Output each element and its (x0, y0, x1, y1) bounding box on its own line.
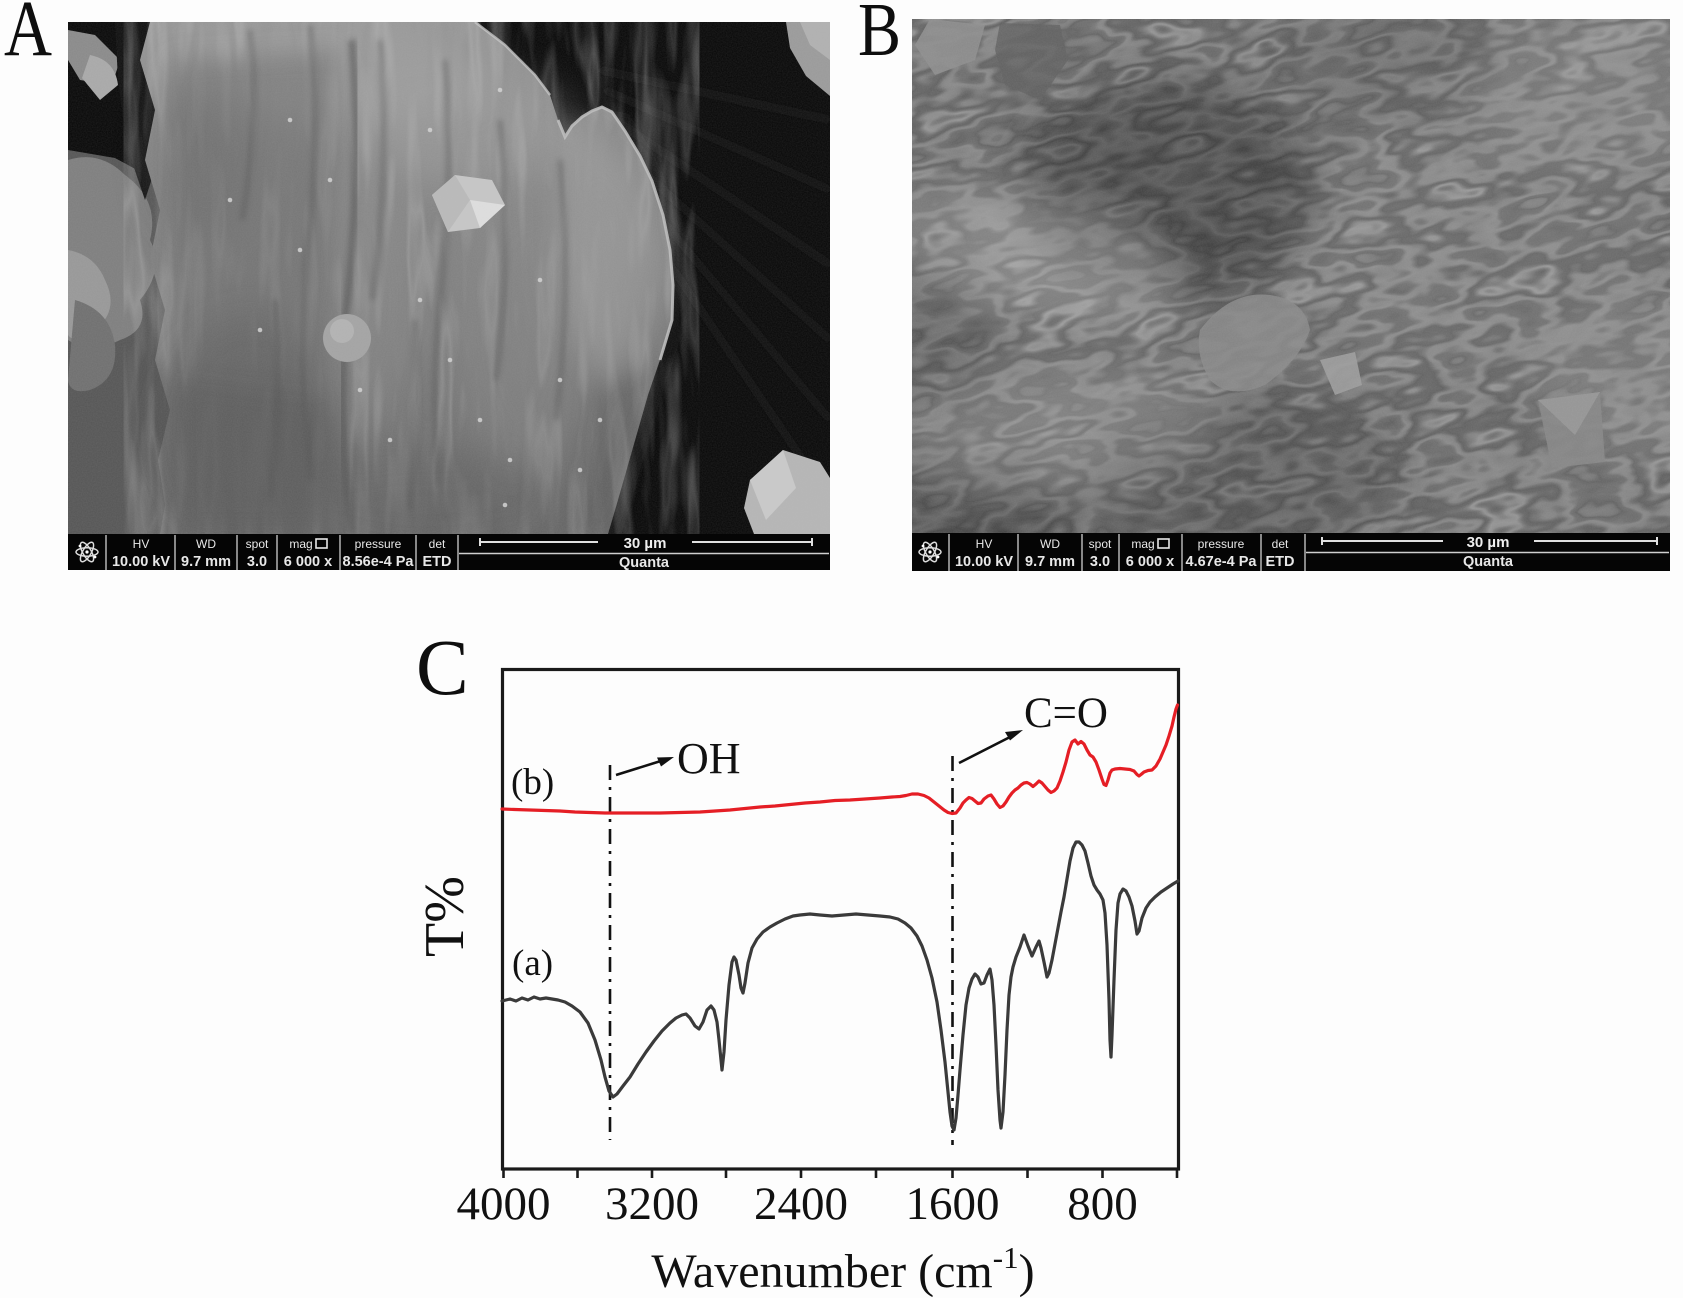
svg-text:Quanta: Quanta (619, 555, 670, 571)
svg-text:30 µm: 30 µm (1467, 534, 1510, 551)
svg-text:WD: WD (196, 537, 216, 551)
svg-text:C: C (416, 625, 469, 712)
svg-text:HV: HV (976, 537, 993, 551)
svg-text:6 000 x: 6 000 x (284, 554, 332, 570)
svg-text:det: det (429, 537, 446, 551)
svg-text:4000: 4000 (457, 1178, 551, 1230)
svg-text:WD: WD (1040, 537, 1060, 551)
svg-text:spot: spot (246, 537, 269, 551)
svg-text:pressure: pressure (355, 537, 402, 551)
svg-text:spot: spot (1089, 537, 1112, 551)
svg-text:Wavenumber (cm-1): Wavenumber (cm-1) (651, 1240, 1034, 1298)
svg-text:HV: HV (133, 537, 150, 551)
svg-text:Quanta: Quanta (1463, 554, 1514, 570)
svg-text:3.0: 3.0 (247, 554, 267, 570)
svg-text:B: B (858, 0, 901, 72)
svg-text:(a): (a) (512, 943, 553, 984)
svg-text:(b): (b) (511, 762, 554, 803)
svg-text:C=O: C=O (1024, 690, 1108, 737)
svg-text:mag: mag (289, 537, 312, 551)
svg-text:10.00 kV: 10.00 kV (112, 554, 170, 570)
svg-text:ETD: ETD (1266, 554, 1295, 570)
svg-text:ETD: ETD (423, 554, 452, 570)
svg-text:9.7 mm: 9.7 mm (181, 554, 231, 570)
svg-text:10.00 kV: 10.00 kV (955, 554, 1013, 570)
svg-text:det: det (1272, 537, 1289, 551)
svg-text:4.67e-4 Pa: 4.67e-4 Pa (1186, 554, 1258, 570)
svg-text:A: A (4, 0, 52, 73)
svg-text:mag: mag (1131, 537, 1154, 551)
svg-text:1600: 1600 (906, 1178, 1000, 1230)
svg-text:8.56e-4 Pa: 8.56e-4 Pa (343, 554, 415, 570)
svg-text:9.7 mm: 9.7 mm (1025, 554, 1075, 570)
svg-text:30 µm: 30 µm (624, 535, 667, 552)
svg-text:6 000 x: 6 000 x (1126, 554, 1174, 570)
svg-text:3.0: 3.0 (1090, 554, 1110, 570)
svg-text:800: 800 (1067, 1178, 1138, 1230)
svg-text:T%: T% (414, 876, 476, 957)
svg-text:pressure: pressure (1198, 537, 1245, 551)
svg-text:3200: 3200 (605, 1178, 699, 1230)
svg-text:OH: OH (677, 734, 741, 783)
svg-text:2400: 2400 (754, 1178, 848, 1230)
